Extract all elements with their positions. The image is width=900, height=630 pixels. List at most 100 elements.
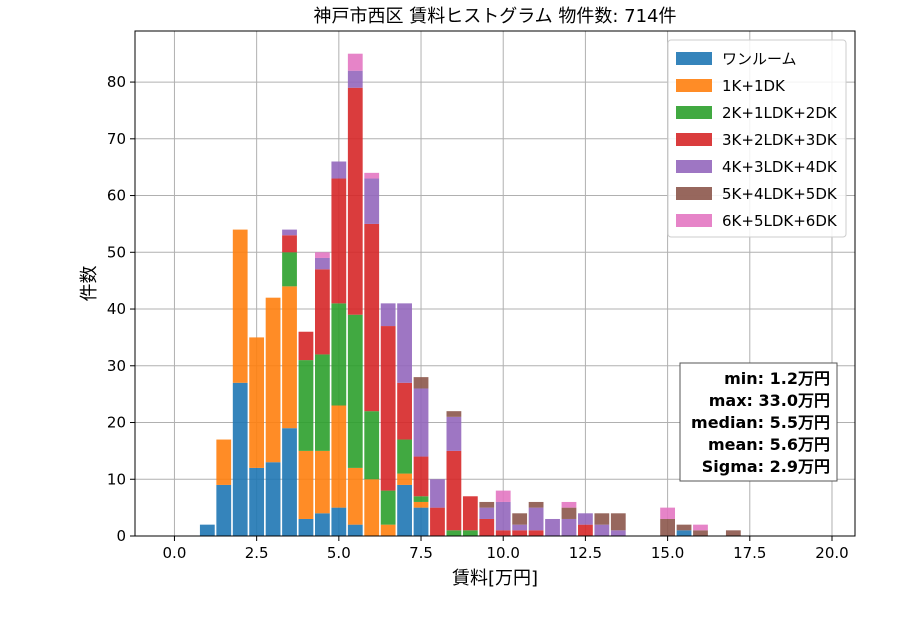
bar-segment xyxy=(232,229,248,383)
bar-segment xyxy=(413,501,429,508)
plot-frame xyxy=(134,30,856,537)
legend-swatch xyxy=(676,79,712,92)
y-tick-label: 70 xyxy=(107,130,126,148)
y-axis-label: 件数 xyxy=(79,266,100,302)
bar-segment xyxy=(331,178,347,304)
stats-box-frame xyxy=(679,362,838,482)
bar-segment xyxy=(479,501,495,508)
bar-segment xyxy=(610,530,626,536)
bar-segment xyxy=(364,479,380,536)
x-tick-label: 12.5 xyxy=(569,544,602,562)
bar-segment xyxy=(331,161,347,179)
bar-segment xyxy=(528,507,544,531)
bar-segment xyxy=(347,467,363,525)
stats-box: min: 1.2万円 max: 33.0万円 median: 5.5万円 mean: … xyxy=(679,362,838,482)
y-tick-label: 80 xyxy=(107,73,126,91)
bar-segment xyxy=(578,513,593,525)
bar-segment xyxy=(282,286,297,429)
bar-segment xyxy=(479,518,495,536)
legend-box xyxy=(667,39,847,238)
stats-line: Sigma: 2.9万円 xyxy=(702,457,830,476)
bars xyxy=(199,53,741,536)
bar-segment xyxy=(495,490,511,502)
bar-segment xyxy=(347,53,363,71)
bar-segment xyxy=(594,513,610,525)
bar-segment xyxy=(512,513,528,525)
x-tick-label: 7.5 xyxy=(409,544,433,562)
bar-segment xyxy=(430,479,445,508)
bar-segment xyxy=(364,223,380,412)
bar-segment xyxy=(298,518,314,536)
bar-segment xyxy=(512,530,528,536)
x-tick-label: 17.5 xyxy=(733,544,766,562)
bar-segment xyxy=(446,530,462,536)
bar-segment xyxy=(561,518,577,536)
bar-segment xyxy=(315,450,330,514)
chart-title: 神戸市西区 賃料ヒストグラム 物件数: 714件 xyxy=(313,6,676,27)
legend-swatch xyxy=(676,52,712,65)
legend-swatch xyxy=(676,187,712,200)
x-tick-label: 2.5 xyxy=(245,544,269,562)
y-tick-label: 10 xyxy=(107,470,126,488)
legend-label: ワンルーム xyxy=(722,50,797,68)
bar-segment xyxy=(413,507,429,536)
y-tick-label: 30 xyxy=(107,357,126,375)
y-tick-label: 20 xyxy=(107,414,126,432)
stats-line: min: 1.2万円 xyxy=(724,369,830,388)
bar-segment xyxy=(331,405,347,508)
bar-segment xyxy=(594,524,610,536)
bar-segment xyxy=(282,235,297,253)
bar-segment xyxy=(315,252,330,258)
bar-segment xyxy=(397,303,412,383)
bar-segment xyxy=(249,467,265,536)
legend-label: 6K+5LDK+6DK xyxy=(722,212,838,230)
bar-segment xyxy=(364,178,380,224)
bar-segment xyxy=(298,360,314,451)
bar-segment xyxy=(364,172,380,179)
bar-segment xyxy=(380,326,396,491)
bar-segment xyxy=(725,530,741,536)
legend-label: 4K+3LDK+4DK xyxy=(722,158,838,176)
x-tick-label: 15.0 xyxy=(651,544,684,562)
bar-segment xyxy=(495,501,511,531)
bar-segment xyxy=(216,484,232,536)
bar-segment xyxy=(693,524,708,531)
bar-segment xyxy=(315,513,330,536)
bar-segment xyxy=(545,518,560,536)
legend-swatch xyxy=(676,133,712,146)
bar-segment xyxy=(610,513,626,531)
bar-segment xyxy=(462,496,478,531)
bar-segment xyxy=(397,382,412,440)
bar-segment xyxy=(397,484,412,536)
bar-segment xyxy=(315,269,330,355)
bar-segment xyxy=(446,411,462,417)
bar-segment xyxy=(512,524,528,531)
bar-segment xyxy=(298,450,314,519)
bar-segment xyxy=(479,507,495,519)
bar-segment xyxy=(578,524,593,536)
x-tick-label: 20.0 xyxy=(815,544,848,562)
x-axis-ticks: 0.0 2.5 5.0 7.5 10.0 12.5 15.0 17.5 20.0 xyxy=(163,536,849,562)
x-tick-label: 5.0 xyxy=(327,544,351,562)
x-tick-label: 10.0 xyxy=(487,544,520,562)
legend: ワンルーム 1K+1DK 2K+1LDK+2DK 3K+2LDK+3DK 4K+3LDK… xyxy=(667,39,847,238)
bar-segment xyxy=(528,501,544,508)
legend-label: 3K+2LDK+3DK xyxy=(722,131,838,149)
bar-segment xyxy=(660,507,675,519)
bar-segment xyxy=(347,87,363,315)
bar-segment xyxy=(446,450,462,531)
bar-segment xyxy=(561,501,577,508)
legend-swatch xyxy=(676,214,712,227)
bar-segment xyxy=(430,507,445,536)
bar-segment xyxy=(347,524,363,536)
bar-segment xyxy=(413,456,429,497)
legend-label: 1K+1DK xyxy=(722,77,786,95)
bar-segment xyxy=(446,416,462,451)
y-tick-label: 40 xyxy=(107,300,126,318)
stats-line: max: 33.0万円 xyxy=(709,391,830,410)
bar-segment xyxy=(693,530,708,536)
bar-segment xyxy=(397,473,412,485)
bar-segment xyxy=(216,439,232,485)
y-tick-label: 60 xyxy=(107,187,126,205)
